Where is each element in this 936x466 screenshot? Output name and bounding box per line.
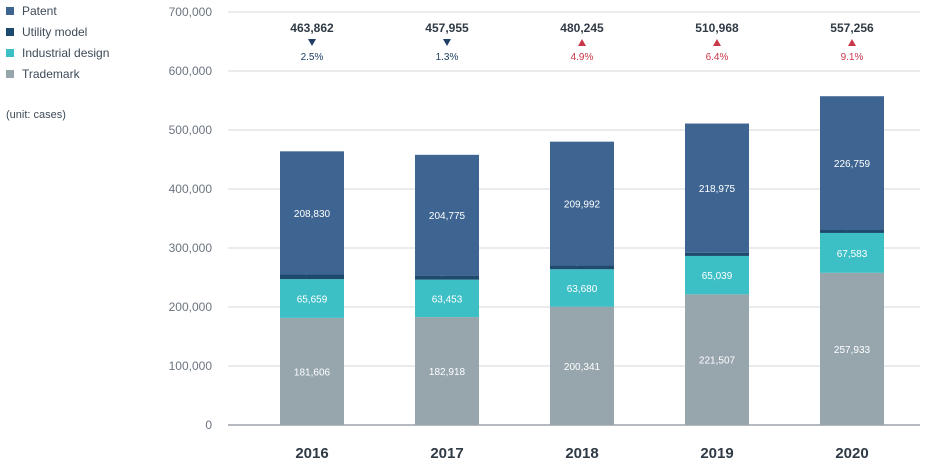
legend: Patent Utility model Industrial design Trad… — [6, 4, 109, 81]
arrow-down-icon — [308, 39, 316, 46]
bars: 181,60665,6597,767208,830182,91863,4536,… — [280, 96, 884, 425]
total-label: 510,968 — [695, 21, 739, 35]
change-label: 2.5% — [301, 52, 324, 63]
bar-segment — [820, 272, 884, 425]
legend-item: Patent — [6, 4, 57, 18]
data-label: 182,918 — [429, 367, 466, 378]
legend-label: Patent — [22, 4, 57, 18]
bar-segment — [685, 255, 749, 295]
data-label: 67,583 — [837, 249, 868, 260]
y-tick-label: 0 — [205, 418, 212, 432]
bar-segment — [280, 317, 344, 425]
data-label: 226,759 — [834, 159, 871, 170]
total-label: 457,955 — [425, 21, 469, 35]
bar-segment — [415, 154, 479, 276]
bar-segment — [820, 230, 884, 233]
data-label: 63,453 — [432, 294, 463, 305]
total-annotation: 557,256 9.1% — [830, 21, 874, 63]
bar-segment — [685, 294, 749, 425]
legend-label: Utility model — [22, 25, 87, 39]
unit-note: (unit: cases) — [6, 109, 66, 121]
data-label: 218,975 — [699, 184, 736, 195]
legend-item: Trademark — [6, 67, 81, 81]
change-label: 9.1% — [841, 52, 864, 63]
y-tick-label: 700,000 — [169, 5, 213, 19]
bar-segment — [550, 306, 614, 425]
arrow-up-icon — [578, 39, 586, 46]
total-annotation: 457,955 1.3% — [425, 21, 469, 63]
bar-segment — [415, 275, 479, 280]
bar-segment — [550, 141, 614, 266]
x-axis: 2016 2017 2018 2019 2020 — [295, 445, 868, 462]
x-tick-label: 2018 — [565, 445, 598, 462]
legend-swatch — [6, 49, 14, 57]
data-label: 204,775 — [429, 211, 466, 222]
x-tick-label: 2016 — [295, 445, 328, 462]
arrow-up-icon — [713, 39, 721, 46]
change-label: 1.3% — [436, 52, 459, 63]
x-tick-label: 2019 — [700, 445, 733, 462]
bar-segment — [280, 151, 344, 275]
y-tick-label: 200,000 — [169, 300, 213, 314]
data-label: 209,992 — [564, 200, 601, 211]
bar-segment — [280, 279, 344, 318]
x-tick-label: 2020 — [835, 445, 868, 462]
total-label: 480,245 — [560, 21, 604, 35]
totals: 463,862 2.5% 457,955 1.3% 480,245 4.9% 510,968… — [290, 21, 874, 63]
bar-segment — [550, 269, 614, 307]
total-label: 557,256 — [830, 21, 874, 35]
legend-swatch — [6, 28, 14, 36]
legend-label: Industrial design — [22, 46, 109, 60]
data-label: 65,659 — [297, 294, 328, 305]
legend-swatch — [6, 7, 14, 15]
data-label: 257,933 — [834, 345, 871, 356]
data-label: 63,680 — [567, 284, 598, 295]
bar-segment — [550, 265, 614, 270]
data-label: 221,507 — [699, 356, 736, 367]
x-tick-label: 2017 — [430, 445, 463, 462]
y-tick-label: 600,000 — [169, 64, 213, 78]
bar-segment — [685, 123, 749, 253]
y-tick-label: 300,000 — [169, 241, 213, 255]
bar-segment — [415, 317, 479, 425]
arrow-down-icon — [443, 39, 451, 46]
bar-segment — [280, 274, 344, 280]
total-annotation: 480,245 4.9% — [560, 21, 604, 63]
change-label: 6.4% — [706, 52, 729, 63]
legend-item: Industrial design — [6, 46, 109, 60]
data-label: 181,606 — [294, 367, 331, 378]
change-label: 4.9% — [571, 52, 594, 63]
data-label: 65,039 — [702, 271, 733, 282]
y-tick-label: 500,000 — [169, 123, 213, 137]
legend-label: Trademark — [22, 67, 81, 81]
legend-swatch — [6, 70, 14, 78]
bar-segment — [820, 96, 884, 231]
y-tick-label: 400,000 — [169, 182, 213, 196]
data-label: 200,341 — [564, 362, 601, 373]
total-label: 463,862 — [290, 21, 334, 35]
legend-item: Utility model — [6, 25, 87, 39]
bar-segment — [820, 232, 884, 273]
bar-segment — [415, 279, 479, 318]
total-annotation: 463,862 2.5% — [290, 21, 334, 63]
y-axis: 0 100,000 200,000 300,000 400,000 500,000 600,… — [169, 5, 920, 432]
bar-segment — [685, 252, 749, 256]
total-annotation: 510,968 6.4% — [695, 21, 739, 63]
data-label: 208,830 — [294, 209, 331, 220]
y-tick-label: 100,000 — [169, 359, 213, 373]
arrow-up-icon — [848, 39, 856, 46]
